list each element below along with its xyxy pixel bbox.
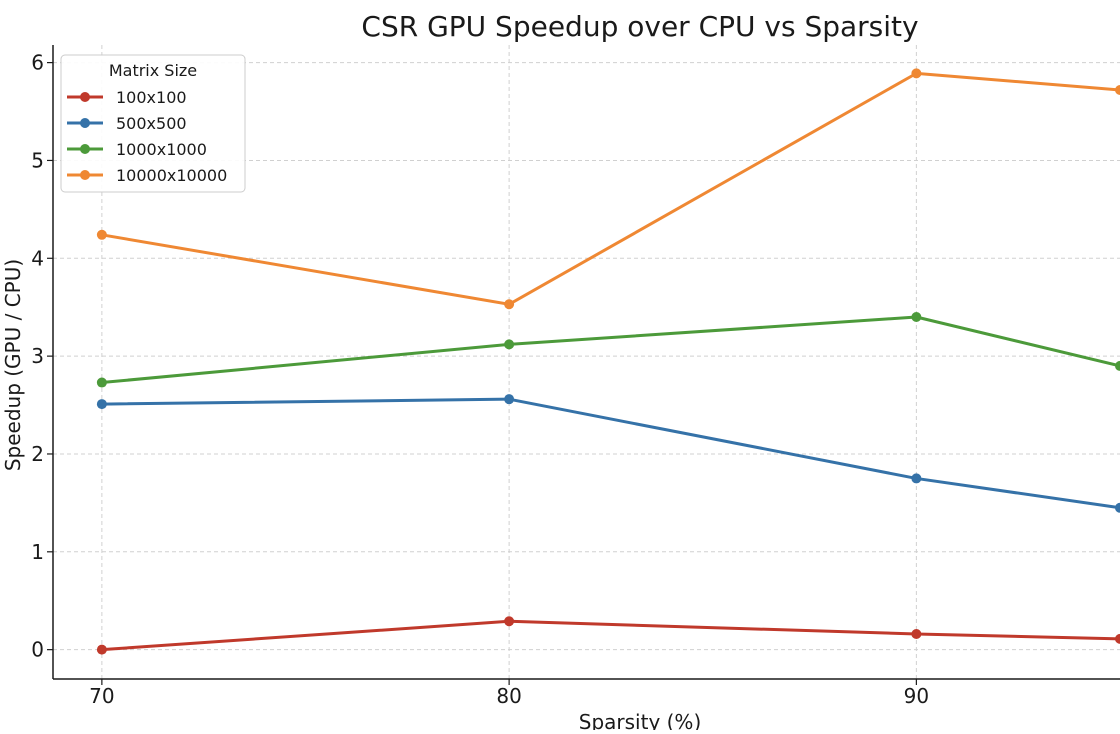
x-tick-label: 90	[904, 684, 929, 708]
series-group	[96, 68, 1120, 655]
legend-label-500x500: 500x500	[116, 114, 187, 133]
data-point-1000x1000	[96, 377, 107, 388]
y-axis-label: Speedup (GPU / CPU)	[1, 259, 25, 471]
data-point-10000x10000	[911, 68, 922, 79]
data-point-100x100	[1115, 633, 1120, 644]
legend-marker-500x500	[80, 118, 90, 128]
legend-marker-100x100	[80, 92, 90, 102]
legend-marker-10000x10000	[80, 170, 90, 180]
data-point-500x500	[1115, 502, 1120, 513]
data-point-10000x10000	[1115, 85, 1120, 96]
series-1000x1000	[96, 311, 1120, 388]
data-point-100x100	[504, 616, 515, 627]
data-point-10000x10000	[96, 229, 107, 240]
data-point-10000x10000	[504, 299, 515, 310]
data-point-500x500	[504, 394, 515, 405]
y-tick-label: 1	[31, 540, 44, 564]
series-10000x10000	[96, 68, 1120, 310]
y-tick-label: 2	[31, 442, 44, 466]
series-line-500x500	[101, 397, 1120, 510]
data-point-1000x1000	[1115, 360, 1120, 371]
series-100x100	[96, 616, 1120, 655]
series-line-1000x1000	[101, 315, 1120, 385]
data-point-100x100	[911, 628, 922, 639]
x-tick-label: 80	[496, 684, 521, 708]
y-tick-label: 4	[31, 246, 44, 270]
legend-marker-1000x1000	[80, 144, 90, 154]
y-tick-label: 6	[31, 51, 44, 75]
y-tick-label: 3	[31, 344, 44, 368]
x-tick-label: 70	[89, 684, 114, 708]
x-axis-label: Sparsity (%)	[579, 710, 702, 730]
legend-title: Matrix Size	[109, 61, 197, 80]
legend-label-10000x10000: 10000x10000	[116, 166, 227, 185]
legend: Matrix Size 100x100 500x500 1000x1000 10000…	[60, 54, 246, 193]
series-line-100x100	[101, 619, 1120, 652]
series-500x500	[96, 394, 1120, 513]
data-point-1000x1000	[504, 339, 515, 350]
y-tick-label: 5	[31, 148, 44, 172]
legend-label-1000x1000: 1000x1000	[116, 140, 207, 159]
data-point-500x500	[911, 473, 922, 484]
y-tick-label: 0	[31, 638, 44, 662]
legend-box	[60, 54, 246, 193]
data-point-1000x1000	[911, 311, 922, 322]
data-point-100x100	[96, 644, 107, 655]
legend-items: 100x100 500x500 1000x1000 10000x10000	[67, 88, 227, 185]
data-point-500x500	[96, 399, 107, 410]
series-line-10000x10000	[101, 71, 1120, 306]
chart-title: CSR GPU Speedup over CPU vs Sparsity	[361, 10, 918, 43]
axes: 0 1 2 3 4 5 6 70 80 90	[31, 45, 1120, 708]
legend-label-100x100: 100x100	[116, 88, 187, 107]
